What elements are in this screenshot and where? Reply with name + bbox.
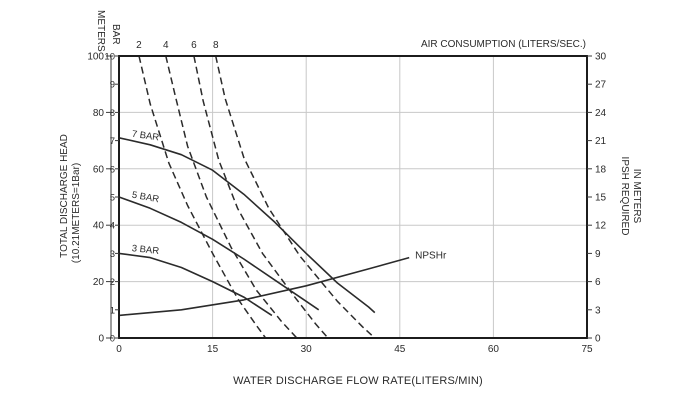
bar-tick-label: 0 bbox=[110, 334, 115, 345]
right-tick-label: 21 bbox=[595, 136, 607, 147]
series-line-4 bbox=[165, 55, 298, 339]
series-layer: 7 BAR 5 BAR 3 BAR NPSHr bbox=[118, 55, 447, 339]
bar-tick-label: 3 bbox=[110, 249, 115, 260]
series-line-npshr bbox=[118, 256, 410, 317]
bar-tick-label: 5 bbox=[110, 193, 115, 204]
series-line-6 bbox=[193, 55, 329, 339]
grid bbox=[119, 56, 587, 338]
meters-tick-label: 100 bbox=[87, 52, 104, 63]
right-tick-label: 27 bbox=[595, 80, 607, 91]
top-tick-label: 2 bbox=[136, 40, 142, 51]
top-tick-label: 4 bbox=[163, 40, 169, 51]
x-tick-label: 75 bbox=[581, 344, 593, 355]
bar-header: BAR bbox=[110, 24, 121, 45]
meters-header: METERS bbox=[95, 10, 106, 52]
bar-tick-label: 9 bbox=[110, 80, 115, 91]
left-axis-label-line2: (10.21METERS=1Bar) bbox=[71, 163, 82, 263]
series-label-5-bar: 5 BAR bbox=[131, 190, 160, 206]
top-tick-label: 6 bbox=[191, 40, 197, 51]
bar-tick-label: 1 bbox=[110, 305, 115, 316]
series-line-5-bar bbox=[118, 196, 320, 311]
right-axis-label-line2: IN METERS bbox=[631, 169, 642, 224]
series-line-2 bbox=[138, 55, 267, 339]
x-axis-label: WATER DISCHARGE FLOW RATE(LITERS/MIN) bbox=[233, 375, 483, 387]
x-tick-label: 30 bbox=[301, 344, 313, 355]
right-axis-label-line1: IPSH REQUIRED bbox=[619, 157, 630, 236]
meters-tick-label: 0 bbox=[98, 334, 104, 345]
right-tick-label: 9 bbox=[595, 249, 601, 260]
series-line-8 bbox=[214, 55, 376, 339]
bar-tick-label: 4 bbox=[110, 221, 115, 232]
series-label-npshr: NPSHr bbox=[415, 251, 447, 262]
right-tick-label: 15 bbox=[595, 193, 607, 204]
right-tick-label: 24 bbox=[595, 108, 607, 119]
axes-layer: 0 15 30 45 60 7502040608010001234567891003691… bbox=[87, 40, 606, 355]
series-label-7-bar: 7 BAR bbox=[131, 129, 160, 144]
right-tick-label: 12 bbox=[595, 221, 607, 232]
top-axis-label: AIR CONSUMPTION (LITERS/SEC.) bbox=[421, 39, 586, 50]
x-tick-label: 0 bbox=[116, 344, 122, 355]
meters-tick-label: 60 bbox=[93, 164, 105, 175]
bar-tick-label: 7 bbox=[110, 136, 115, 147]
right-tick-label: 18 bbox=[595, 164, 607, 175]
meters-tick-label: 20 bbox=[93, 277, 105, 288]
series-label-3-bar: 3 BAR bbox=[131, 243, 160, 257]
right-tick-label: 30 bbox=[595, 52, 607, 63]
meters-tick-label: 80 bbox=[93, 108, 105, 119]
x-tick-label: 45 bbox=[394, 344, 406, 355]
bar-tick-label: 8 bbox=[110, 108, 115, 119]
top-tick-label: 8 bbox=[213, 40, 219, 51]
x-tick-label: 60 bbox=[488, 344, 500, 355]
x-tick-label: 15 bbox=[207, 344, 219, 355]
meters-tick-label: 40 bbox=[93, 221, 105, 232]
left-axis-label-line1: TOTAL DISCHARGE HEAD bbox=[59, 134, 70, 258]
bar-tick-label: 2 bbox=[110, 277, 115, 288]
right-tick-label: 0 bbox=[595, 334, 601, 345]
bar-tick-label: 6 bbox=[110, 164, 115, 175]
right-tick-label: 6 bbox=[595, 277, 601, 288]
bar-tick-label: 10 bbox=[104, 52, 115, 63]
right-tick-label: 3 bbox=[595, 305, 601, 316]
series-line-3-bar bbox=[118, 252, 273, 317]
series-line-7-bar bbox=[118, 137, 376, 314]
